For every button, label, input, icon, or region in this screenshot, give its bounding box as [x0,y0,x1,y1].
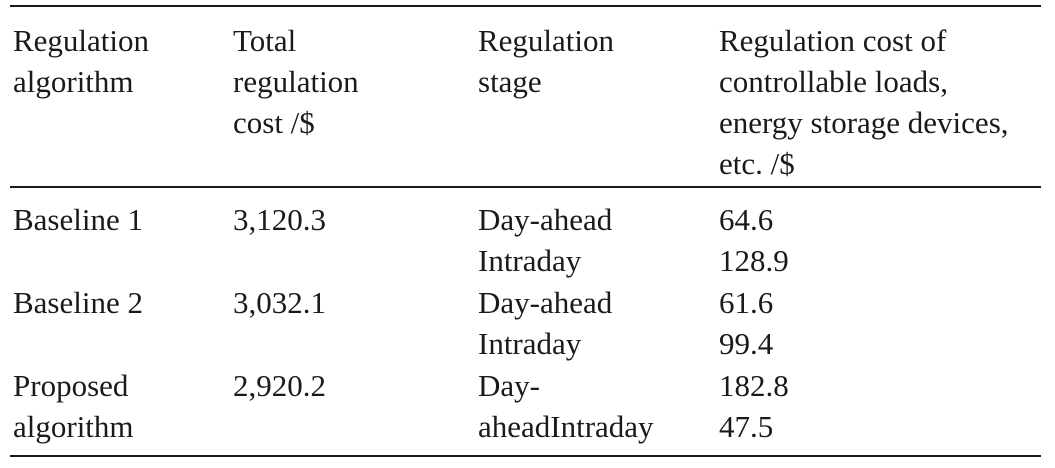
header-component-regulation-cost: Regulation cost of controllable loads, e… [719,23,1009,181]
cell-total-cost: 2,920.2 [233,368,326,403]
cell-algorithm: Baseline 1 [13,202,143,237]
cell-total-cost: 3,032.1 [233,285,326,320]
header-regulation-stage: Regulation stage [478,23,615,99]
cell-stage: Day- aheadIntraday [478,368,654,444]
cell-component-cost: 64.6 128.9 [719,202,789,278]
cell-algorithm: Proposed algorithm [13,368,134,444]
cell-component-cost: 61.6 99.4 [719,285,774,361]
cell-stage: Day-ahead Intraday [478,202,613,278]
cell-algorithm: Baseline 2 [13,285,143,320]
table-bottom-rule [10,455,1041,457]
header-regulation-algorithm: Regulation algorithm [13,23,150,99]
table-top-rule [10,5,1041,7]
cell-total-cost: 3,120.3 [233,202,326,237]
cell-component-cost: 182.8 47.5 [719,368,789,444]
header-total-regulation-cost: Total regulation cost /$ [233,23,359,140]
cell-stage: Day-ahead Intraday [478,285,613,361]
table-header-rule [10,186,1041,188]
